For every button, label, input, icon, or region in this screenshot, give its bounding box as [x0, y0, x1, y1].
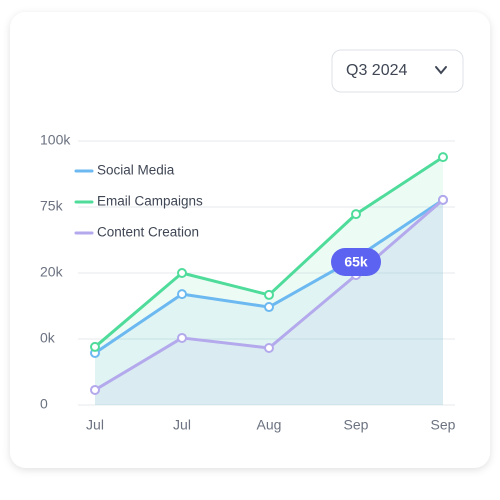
x-tick-label: Aug [257, 417, 282, 433]
data-point [177, 268, 187, 278]
grid [78, 140, 455, 406]
annotation-label: 65k [344, 254, 368, 270]
y-tick-label: 75k [40, 198, 64, 214]
data-point [264, 302, 274, 313]
legend-label: Social Media [97, 163, 175, 178]
x-tick-label: Sep [344, 417, 369, 433]
x-tick-label: Jul [173, 417, 191, 433]
plot: 0 0k 20k 75k 100k Jul Jul Aug Sep Sep Social Media… [40, 132, 456, 433]
legend-label: Email Campaigns [97, 194, 203, 209]
annotation-pill [331, 248, 381, 276]
x-tick-label: Sep [431, 417, 456, 433]
y-tick-label: 0k [40, 330, 56, 346]
y-tick-label: 20k [40, 264, 64, 280]
card [10, 12, 490, 468]
data-point [90, 341, 100, 352]
y-tick-label: 0 [40, 396, 48, 412]
series-area [95, 199, 443, 405]
data-point [264, 289, 274, 300]
data-point [438, 194, 448, 205]
dropdown-label: Q3 2024 [346, 62, 407, 79]
period-dropdown[interactable] [331, 49, 464, 93]
x-tick-label: Jul [86, 417, 104, 433]
data-point [177, 289, 187, 300]
data-point [90, 384, 100, 395]
series-area [95, 199, 443, 405]
data-point [264, 342, 274, 353]
data-point [351, 209, 361, 220]
y-tick-label: 100k [40, 132, 71, 148]
legend-label: Content Creation [97, 225, 199, 240]
dropdown-chevron [435, 66, 447, 75]
data-point [438, 152, 448, 163]
data-point [177, 332, 187, 343]
